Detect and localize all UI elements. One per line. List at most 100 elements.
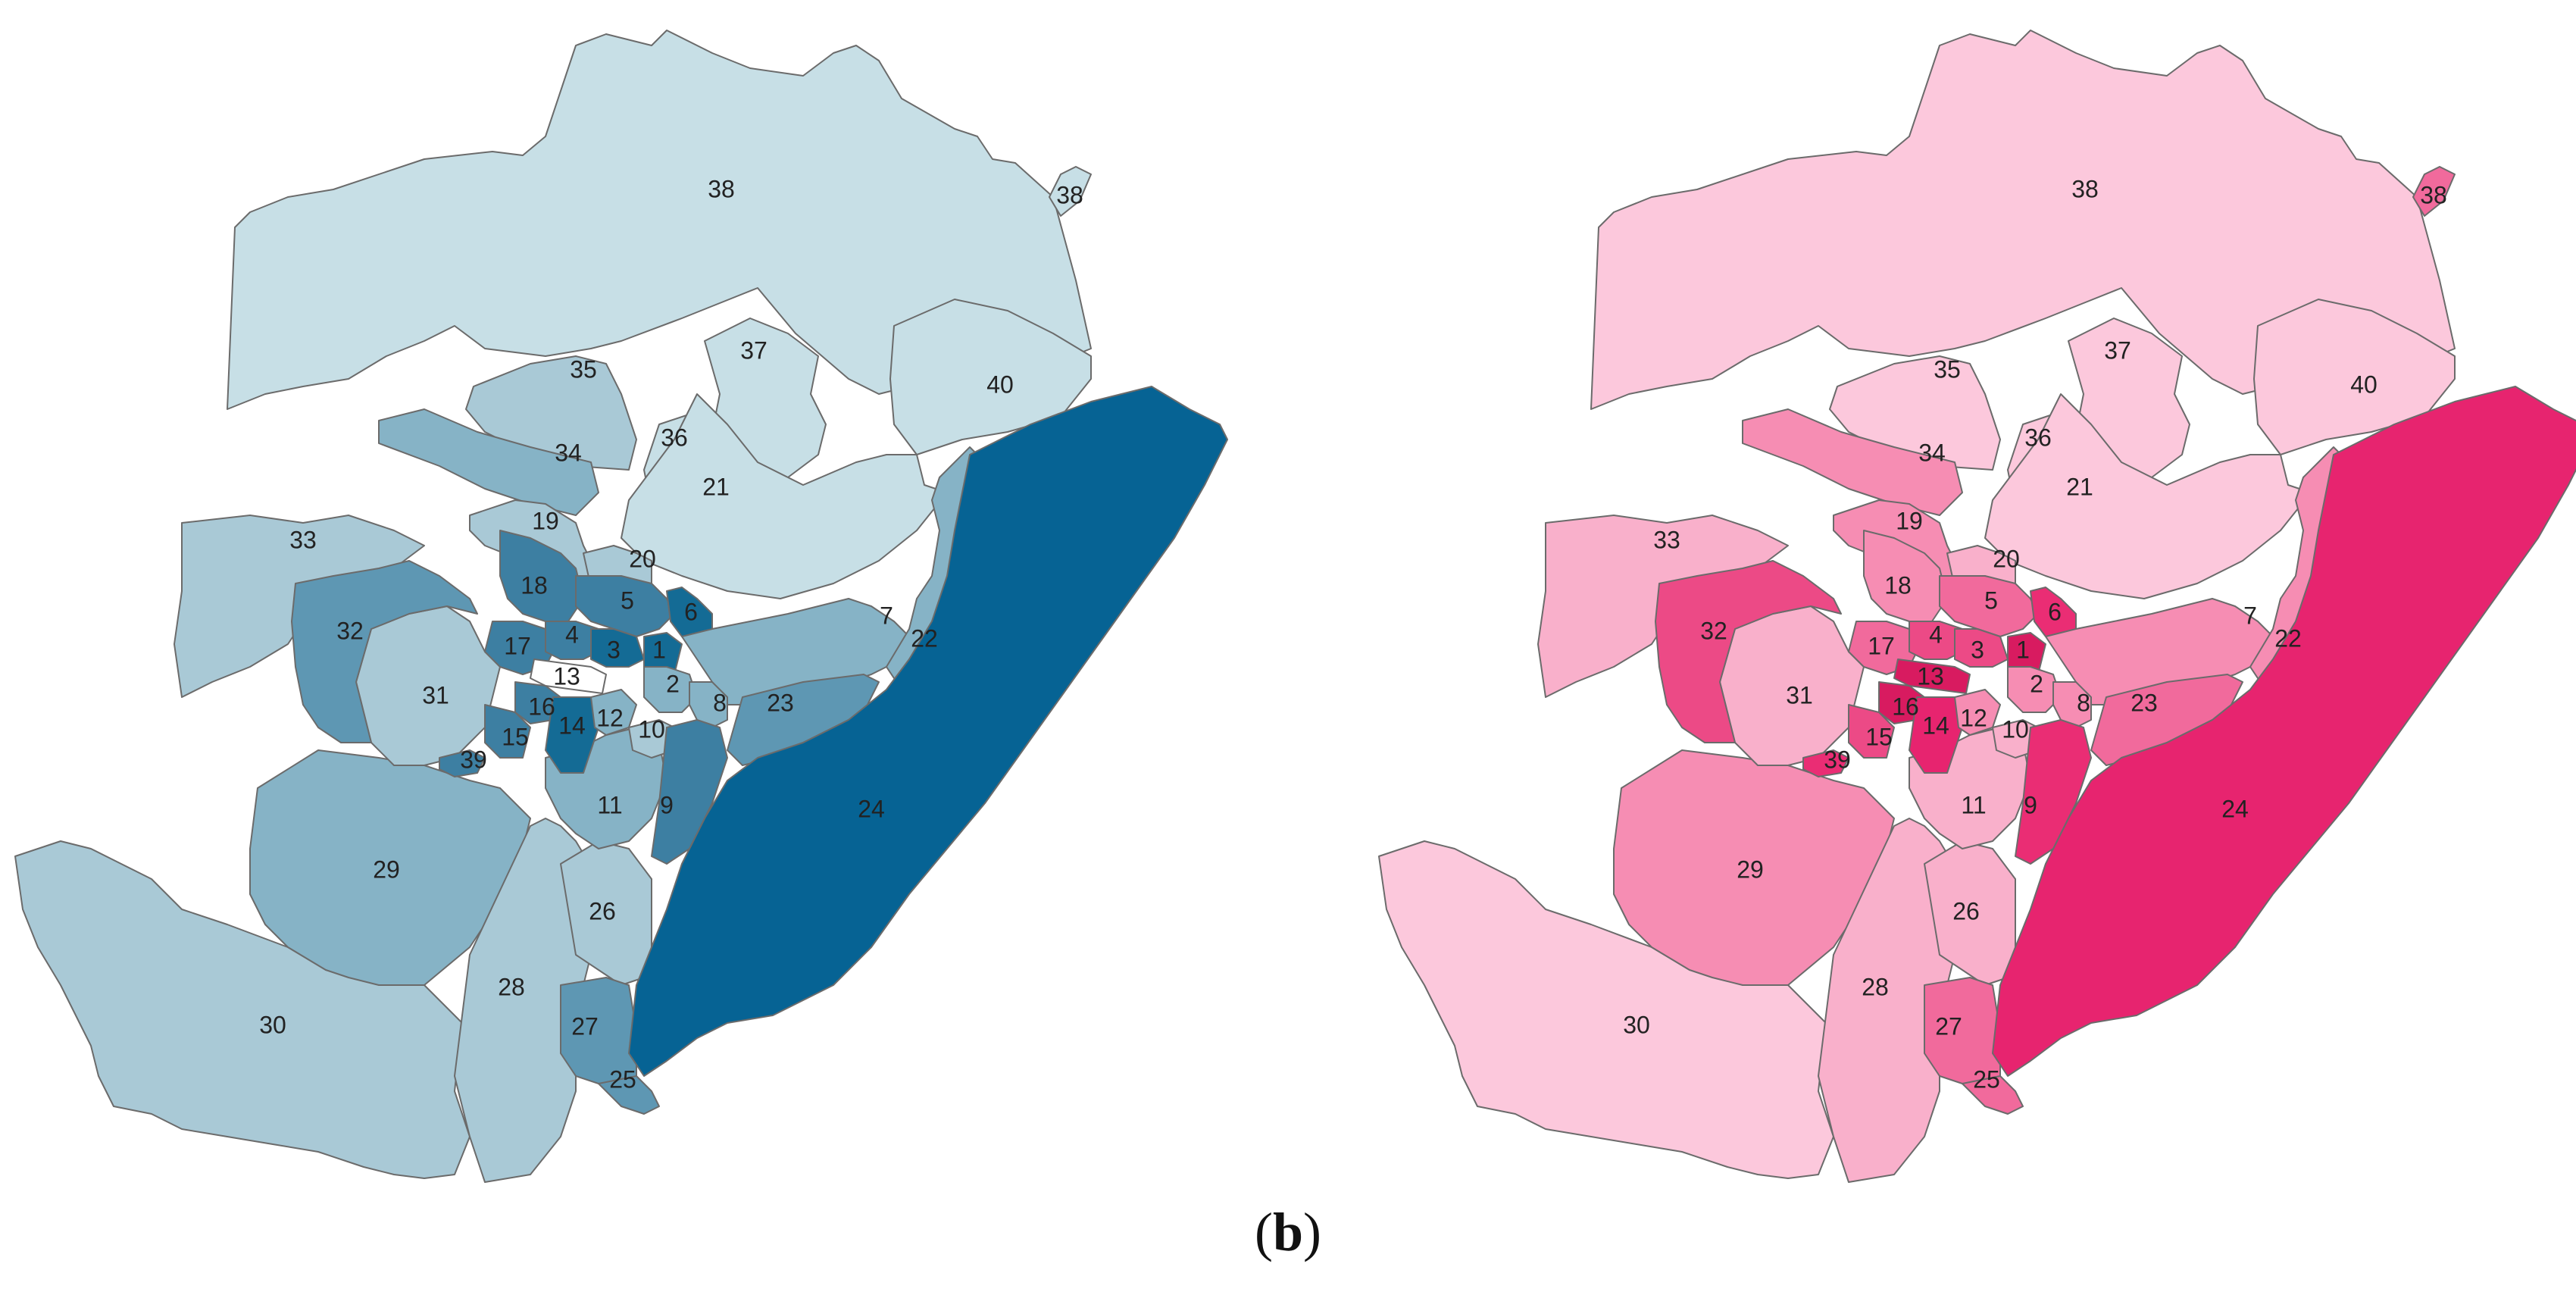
left-map-label-23: 23	[767, 689, 794, 716]
right-map-district-21	[1984, 393, 2312, 599]
left-map-label-34: 34	[555, 439, 582, 466]
left-map-district-25	[598, 1075, 660, 1115]
right-map-label-15: 15	[1865, 723, 1893, 750]
right-map-district-5	[1939, 575, 2039, 637]
right-map-label-17: 17	[1868, 632, 1895, 659]
left-map-label-22: 22	[911, 624, 938, 652]
left-map-district-38b	[1049, 166, 1092, 217]
right-map-label-11: 11	[1961, 791, 1986, 818]
right-map-district-25	[1962, 1075, 2024, 1115]
right-map-label-30: 30	[1623, 1011, 1650, 1038]
left-map-label-36: 36	[661, 424, 688, 451]
right-map-district-8	[2052, 681, 2092, 728]
right-map-label-9: 9	[2024, 791, 2037, 818]
right-map-district-30	[1378, 840, 1834, 1179]
left-map-district-9	[651, 719, 728, 865]
left-map-label-14: 14	[558, 712, 586, 739]
right-map-label-34: 34	[1918, 439, 1946, 466]
right-map-label-14: 14	[1922, 712, 1949, 739]
left-map-label-32: 32	[336, 617, 364, 644]
right-map-label-28: 28	[1862, 973, 1889, 1000]
right-map-label-24: 24	[2221, 795, 2249, 822]
caption-close-paren: )	[1303, 1202, 1321, 1262]
right-map-label-8: 8	[2077, 689, 2090, 716]
left-map-district-5	[575, 575, 675, 637]
left-map-district-24	[628, 386, 1228, 1077]
right-map-district-34	[1742, 408, 1963, 516]
right-map-label-13: 13	[1917, 662, 1944, 690]
left-map-label-17: 17	[504, 632, 531, 659]
right-map-label-10: 10	[2002, 715, 2029, 743]
left-map-label-28: 28	[498, 973, 525, 1000]
right-map-district-13	[1893, 659, 1971, 694]
left-map-label-6: 6	[684, 598, 698, 625]
right-map-district-15	[1848, 704, 1895, 759]
left-map-label-18: 18	[521, 571, 548, 599]
left-map-label-12: 12	[596, 704, 624, 731]
right-map-label-26: 26	[1952, 897, 1980, 924]
left-map-district-15	[484, 704, 531, 759]
right-map-label-3: 3	[1971, 636, 1984, 663]
left-map-label-1: 1	[652, 636, 666, 663]
left-map-label-29: 29	[373, 856, 400, 883]
right-map-label-21: 21	[2066, 473, 2093, 500]
left-map-label-5: 5	[621, 587, 634, 614]
left-map-label-27: 27	[571, 1012, 599, 1040]
right-map-label-38b: 38	[2420, 181, 2447, 208]
left-map-label-9: 9	[660, 791, 674, 818]
right-map-label-22: 22	[2274, 624, 2302, 652]
right-map-label-35: 35	[1934, 355, 1961, 383]
left-map-label-37: 37	[740, 336, 767, 364]
right-map-label-39: 39	[1824, 746, 1851, 773]
left-map-label-25: 25	[609, 1065, 636, 1093]
left-map-label-30: 30	[259, 1011, 286, 1038]
right-map-label-16: 16	[1892, 693, 1919, 720]
left-map-district-8	[689, 681, 728, 728]
right-map-district-3	[1954, 628, 2009, 668]
left-map-label-2: 2	[666, 670, 680, 697]
left-map-label-21: 21	[702, 473, 730, 500]
right-map-label-19: 19	[1896, 507, 1923, 534]
right-map-label-2: 2	[2030, 670, 2043, 697]
right-map-label-5: 5	[1984, 587, 1998, 614]
right-map-label-20: 20	[1993, 545, 2020, 572]
left-map-label-31: 31	[422, 681, 449, 709]
left-map-label-38b: 38	[1056, 181, 1083, 208]
left-map-district-34	[378, 408, 599, 516]
right-map-label-23: 23	[2131, 689, 2158, 716]
right-map-label-12: 12	[1960, 704, 1987, 731]
left-map-label-10: 10	[638, 715, 665, 743]
left-map-label-3: 3	[607, 636, 621, 663]
left-map-district-39	[439, 749, 486, 777]
caption-letter: b	[1272, 1202, 1304, 1262]
left-map-label-39: 39	[460, 746, 487, 773]
right-map-label-36: 36	[2024, 424, 2052, 451]
right-map-label-27: 27	[1935, 1012, 1962, 1040]
left-map-label-20: 20	[629, 545, 656, 572]
left-map-label-13: 13	[553, 662, 580, 690]
right-map-label-33: 33	[1653, 526, 1680, 553]
left-map-label-4: 4	[565, 621, 579, 648]
left-map-district-21	[621, 393, 948, 599]
left-map-district-32	[291, 560, 478, 743]
left-map-district-30	[14, 840, 470, 1179]
right-map-district-9	[2015, 719, 2092, 865]
left-map-label-19: 19	[532, 507, 559, 534]
caption-open-paren: (	[1254, 1202, 1273, 1262]
left-map-label-15: 15	[502, 723, 529, 750]
left-map-label-11: 11	[597, 791, 622, 818]
left-map-label-26: 26	[589, 897, 616, 924]
right-map-district-32	[1655, 560, 1842, 743]
left-map-label-16: 16	[528, 693, 555, 720]
right-map-label-38: 38	[2071, 175, 2099, 202]
left-map-label-40: 40	[986, 371, 1014, 398]
right-map-label-18: 18	[1884, 571, 1912, 599]
left-map-district-3	[590, 628, 645, 668]
left-map-label-38: 38	[708, 175, 735, 202]
right-map-label-25: 25	[1973, 1065, 2000, 1093]
figure-caption: (b)	[0, 1201, 2576, 1264]
right-map: 38 38403736353421193330292826272511313218…	[1378, 30, 2576, 1183]
right-map-label-6: 6	[2048, 598, 2062, 625]
right-map-district-39	[1802, 749, 1849, 777]
